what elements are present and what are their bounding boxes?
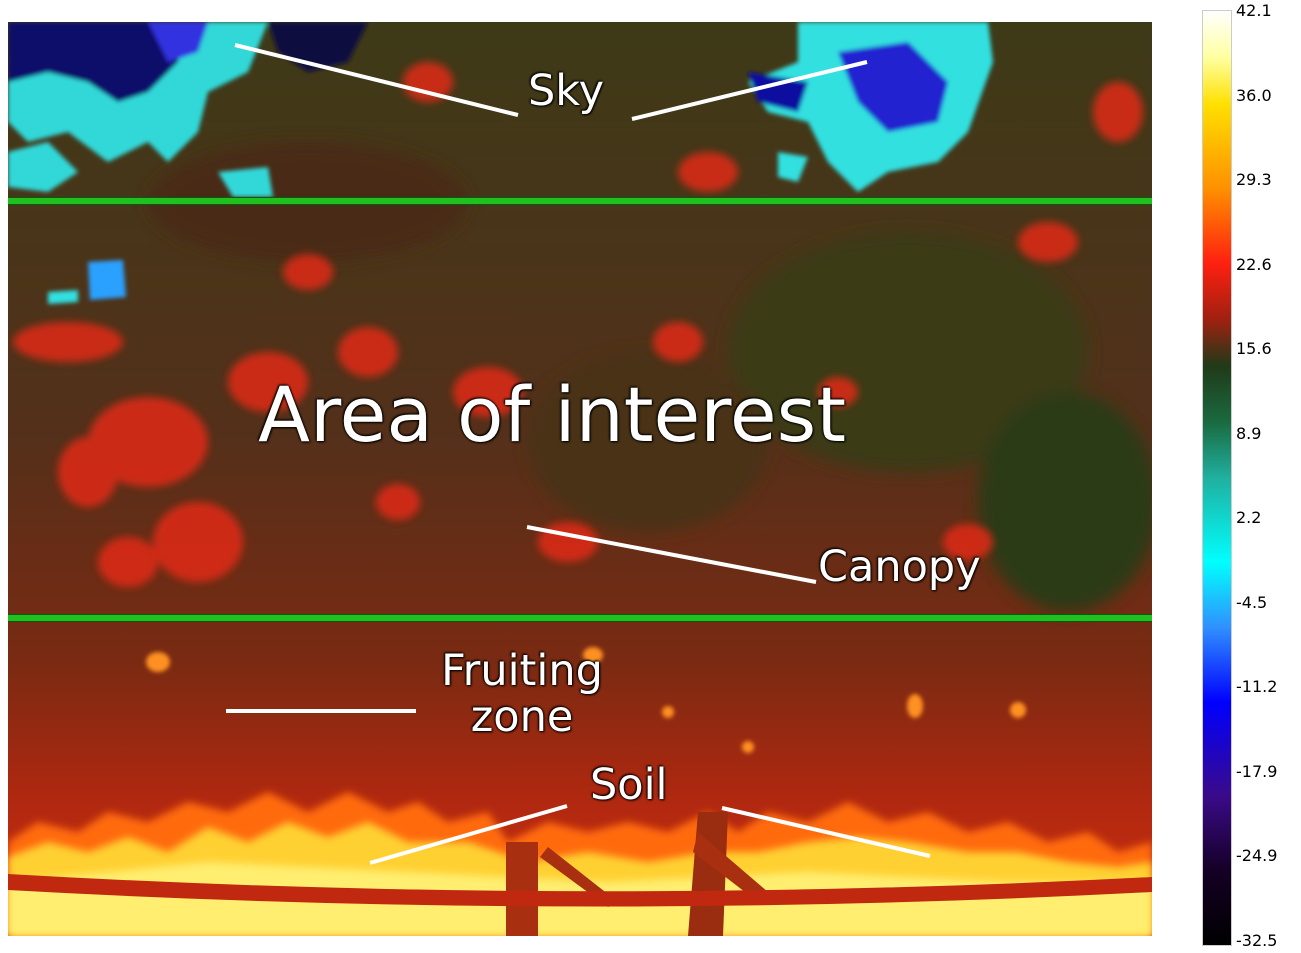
temperature-colorbar — [1202, 10, 1232, 946]
colorbar-tick-label: 36.0 — [1236, 86, 1272, 105]
colorbar-tick-label: 22.6 — [1236, 255, 1272, 274]
aoi-bottom-boundary — [8, 614, 1152, 622]
canopy-leader — [526, 525, 817, 584]
colorbar-tick-label: -4.5 — [1236, 593, 1268, 612]
soil-region — [8, 792, 1152, 936]
thermal-scene — [8, 22, 1152, 936]
fruiting-hotspots — [146, 647, 1026, 753]
soil-label: Soil — [590, 760, 668, 810]
aoi-top-boundary — [8, 197, 1152, 205]
thermal-image — [8, 22, 1152, 936]
sky-leader-right — [631, 60, 868, 121]
soil-leader-right — [721, 806, 931, 858]
colorbar-tick-label: 15.6 — [1236, 339, 1272, 358]
sky-leader-left — [234, 43, 519, 117]
colorbar-tick-label: 29.3 — [1236, 170, 1272, 189]
colorbar-tick-label: -24.9 — [1236, 846, 1278, 865]
colorbar-tick-label: -11.2 — [1236, 677, 1278, 696]
colorbar-tick-label: -32.5 — [1236, 931, 1278, 950]
area-of-interest-label: Area of interest — [258, 370, 847, 459]
canopy-label: Canopy — [818, 542, 981, 592]
colorbar-tick-label: -17.9 — [1236, 762, 1278, 781]
soil-leader-left — [369, 804, 568, 865]
colorbar-tick-label: 2.2 — [1236, 508, 1262, 527]
colorbar-tick-label: 42.1 — [1236, 1, 1272, 20]
fruiting-zone-label: Fruiting zone — [441, 646, 603, 742]
colorbar-tick-label: 8.9 — [1236, 424, 1262, 443]
sky-label: Sky — [528, 66, 605, 116]
